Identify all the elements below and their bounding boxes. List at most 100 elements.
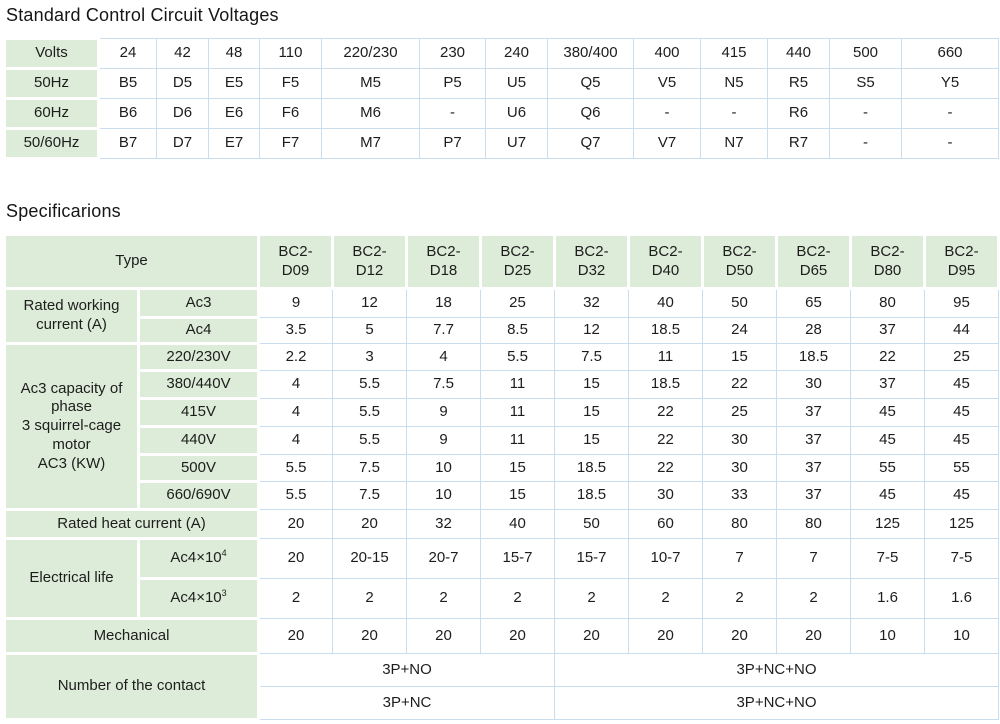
voltage-cell: M5 [321, 68, 420, 99]
voltage-header-cell: 380/400 [547, 38, 634, 69]
voltage-cell: B5 [98, 68, 157, 99]
spec-value-cell: 11 [480, 426, 555, 455]
spec-value-cell: 22 [628, 426, 703, 455]
voltage-cell: U5 [485, 68, 548, 99]
spec-value-cell: 20-7 [406, 538, 481, 579]
spec-value-cell: 10 [850, 618, 925, 654]
spec-value-cell: 24 [702, 317, 777, 344]
spec-value-cell: 37 [850, 317, 925, 344]
spec-value-cell: 1.6 [924, 578, 999, 619]
spec-value-cell: 37 [776, 426, 851, 455]
voltage-header-label: Volts [3, 37, 100, 70]
voltage-cell: V7 [633, 128, 701, 159]
spec-value-cell: 3.5 [258, 317, 333, 344]
spec-value-cell: 20 [332, 509, 407, 539]
spec-value-cell: 2 [258, 578, 333, 619]
spec-value-cell: 30 [776, 370, 851, 399]
spec-sub-label: 660/690V [137, 480, 260, 511]
spec-sub-label: Ac4 [137, 316, 260, 345]
spec-value-cell: 7 [702, 538, 777, 579]
spec-group-label: Ac3 capacity of phase 3 squirrel-cage mo… [3, 342, 140, 511]
spec-value-cell: 2 [776, 578, 851, 619]
spec-col-header: BC2- D09 [257, 233, 334, 290]
voltage-cell: B6 [98, 98, 157, 129]
spec-col-header-line2: D25 [503, 261, 532, 279]
spec-value-cell: 4 [406, 343, 481, 371]
spec-value-cell: 2 [702, 578, 777, 619]
spec-value-cell: 22 [702, 370, 777, 399]
spec-group-label: Mechanical [3, 617, 260, 655]
spec-value-cell: 37 [776, 398, 851, 427]
spec-value-cell: 22 [850, 343, 925, 371]
spec-col-header: BC2- D65 [775, 233, 852, 290]
voltage-cell: - [829, 98, 902, 129]
spec-value-cell: 2 [554, 578, 629, 619]
voltage-cell: - [419, 98, 486, 129]
spec-value-cell: 55 [924, 454, 999, 482]
spec-value-cell: 20 [332, 618, 407, 654]
spec-sub-label: 440V [137, 425, 260, 456]
spec-col-header: BC2- D50 [701, 233, 778, 290]
voltage-table-body: Volts 24 42 48 110 220/230 230 240 380/400 400 415… [3, 37, 999, 160]
spec-col-header-line1: BC2- [352, 242, 387, 260]
spec-merged-cell: 3P+NC+NO [554, 686, 999, 720]
spec-value-cell: 12 [554, 317, 629, 344]
spec-value-cell: 5.5 [332, 398, 407, 427]
spec-value-cell: 40 [628, 288, 703, 318]
voltage-cell: Q6 [547, 98, 634, 129]
spec-sub-label-text: 415V [180, 403, 217, 421]
spec-sub-label-text: 380/440V [166, 375, 231, 393]
spec-value-cell: 4 [258, 398, 333, 427]
voltage-cell: D6 [156, 98, 209, 129]
spec-value-cell: 7.5 [406, 370, 481, 399]
spec-value-cell: 18.5 [776, 343, 851, 371]
spec-value-cell: 7.5 [332, 481, 407, 510]
spec-col-header-line2: D65 [799, 261, 828, 279]
spec-value-cell: 11 [480, 398, 555, 427]
spec-value-cell: 20-15 [332, 538, 407, 579]
spec-value-cell: 20 [406, 618, 481, 654]
voltage-cell: V5 [633, 68, 701, 99]
spec-col-header-line1: BC2- [500, 242, 535, 260]
voltage-table: Volts 24 42 48 110 220/230 230 240 380/400 400 415… [3, 37, 999, 160]
spec-sub-label: Ac4×103 [137, 577, 260, 620]
spec-value-cell: 15 [554, 398, 629, 427]
voltage-cell: - [901, 128, 999, 159]
voltage-header-cell: 400 [633, 38, 701, 69]
spec-value-cell: 7.5 [332, 454, 407, 482]
spec-type-header: Type [3, 233, 260, 290]
spec-value-cell: 4 [258, 426, 333, 455]
spec-value-cell: 5 [332, 317, 407, 344]
spec-sub-label-text: Ac4×10 [170, 549, 222, 567]
spec-value-cell: 20 [258, 618, 333, 654]
spec-sub-label-text: 500V [180, 458, 217, 476]
spec-value-cell: 3 [332, 343, 407, 371]
spec-value-cell: 2 [332, 578, 407, 619]
spec-value-cell: 15-7 [480, 538, 555, 579]
voltage-cell: E5 [208, 68, 260, 99]
spec-col-header: BC2- D25 [479, 233, 556, 290]
spec-value-cell: 80 [776, 509, 851, 539]
voltage-cell: P7 [419, 128, 486, 159]
spec-value-cell: 125 [850, 509, 925, 539]
spec-value-cell: 7-5 [850, 538, 925, 579]
voltage-row-label: 60Hz [3, 97, 100, 130]
spec-value-cell: 37 [776, 481, 851, 510]
voltage-cell: - [633, 98, 701, 129]
spec-value-cell: 15-7 [554, 538, 629, 579]
spec-value-cell: 44 [924, 317, 999, 344]
spec-value-cell: 2 [406, 578, 481, 619]
voltage-header-cell: 415 [700, 38, 768, 69]
spec-value-cell: 45 [924, 481, 999, 510]
spec-col-header: BC2- D12 [331, 233, 408, 290]
spec-value-cell: 20 [258, 509, 333, 539]
spec-value-cell: 20 [480, 618, 555, 654]
voltage-header-cell: 660 [901, 38, 999, 69]
spec-value-cell: 2 [628, 578, 703, 619]
spec-value-cell: 37 [850, 370, 925, 399]
spec-col-header-line1: BC2- [426, 242, 461, 260]
spec-value-cell: 1.6 [850, 578, 925, 619]
voltage-row-label: 50Hz [3, 67, 100, 100]
voltage-cell: Q5 [547, 68, 634, 99]
voltage-cell: M7 [321, 128, 420, 159]
